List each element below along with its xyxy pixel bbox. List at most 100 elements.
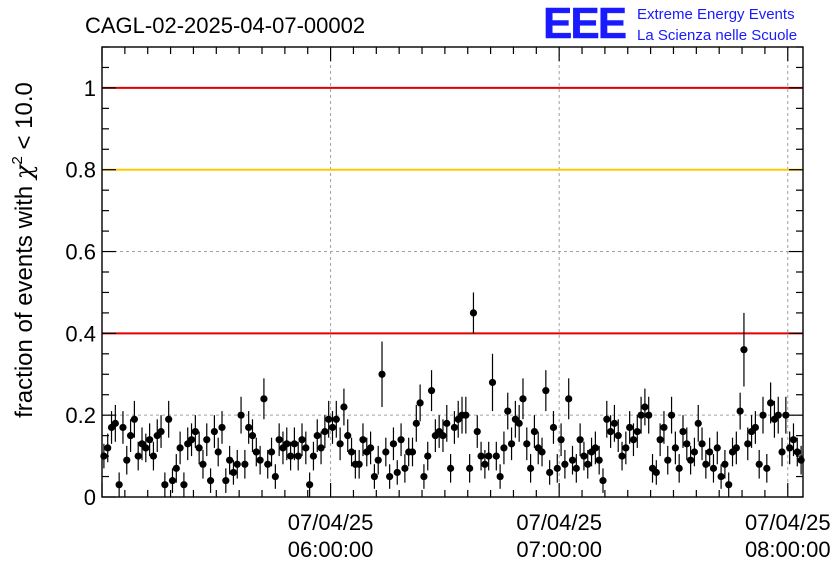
data-point — [599, 477, 607, 485]
data-point — [180, 481, 188, 489]
data-point — [366, 444, 375, 452]
data-point — [176, 444, 184, 452]
data-point — [614, 432, 622, 440]
data-point — [245, 423, 253, 432]
data-point — [283, 440, 291, 448]
data-point — [142, 444, 150, 452]
data-point — [199, 460, 207, 468]
eee-logo-letters: EEE — [543, 0, 626, 48]
data-point — [767, 399, 775, 407]
data-point — [763, 464, 771, 472]
data-point — [789, 436, 798, 444]
data-point — [397, 436, 405, 444]
data-point — [709, 464, 718, 472]
data-point — [386, 472, 394, 481]
data-point — [687, 456, 695, 464]
data-point — [549, 423, 558, 432]
data-point — [191, 427, 199, 436]
data-point — [504, 407, 512, 415]
data-point — [355, 460, 363, 468]
data-point — [683, 440, 691, 448]
data-point — [660, 423, 668, 432]
data-point — [134, 452, 142, 460]
data-point — [721, 460, 729, 468]
data-point — [622, 444, 630, 452]
data-point — [210, 427, 218, 436]
data-point — [111, 419, 119, 427]
data-point — [325, 415, 333, 423]
y-axis-label-suffix: < 10.0 — [11, 82, 38, 156]
data-point — [290, 440, 298, 448]
data-point — [530, 427, 539, 436]
data-point — [427, 387, 436, 395]
data-point — [492, 452, 500, 460]
data-point — [607, 427, 615, 436]
data-point — [603, 415, 611, 423]
data-point — [637, 411, 645, 419]
data-point — [206, 477, 215, 485]
data-point — [298, 436, 306, 444]
data-point — [584, 460, 592, 468]
data-point — [477, 452, 485, 460]
data-point — [340, 403, 348, 411]
data-point — [446, 464, 455, 472]
y-tick-label: 1 — [84, 76, 96, 101]
data-point — [618, 452, 626, 460]
data-point — [576, 436, 584, 444]
data-point — [328, 423, 337, 432]
data-point — [165, 415, 173, 423]
data-point — [226, 456, 234, 464]
x-tick-label-time: 06:00:00 — [288, 537, 374, 562]
data-point — [702, 460, 710, 468]
x-tick-label-date: 07/04/25 — [745, 510, 831, 535]
data-point — [656, 436, 664, 444]
data-point — [633, 427, 641, 436]
data-point — [690, 448, 699, 456]
data-point — [393, 468, 401, 477]
data-point — [195, 444, 203, 452]
data-point — [416, 399, 424, 407]
data-point — [717, 472, 725, 481]
data-point — [370, 472, 378, 481]
data-point — [275, 436, 283, 444]
x-tick-label-date: 07/04/25 — [516, 510, 602, 535]
data-point — [667, 411, 676, 419]
data-point — [168, 477, 177, 485]
data-point — [161, 481, 169, 489]
data-point — [572, 464, 580, 472]
data-point — [306, 481, 314, 489]
data-point — [473, 427, 481, 436]
data-point — [759, 411, 767, 419]
data-point — [374, 456, 382, 464]
data-point — [104, 444, 112, 452]
data-point — [146, 436, 154, 444]
data-point — [591, 444, 599, 452]
plot-frame — [101, 46, 804, 498]
data-point — [519, 395, 527, 403]
data-point — [515, 419, 523, 427]
data-point — [527, 464, 535, 472]
data-point — [302, 444, 310, 452]
data-point — [553, 464, 561, 472]
data-point — [713, 444, 721, 452]
data-point — [203, 436, 211, 444]
y-tick-label: 0.8 — [65, 158, 96, 183]
data-point — [123, 456, 131, 464]
data-point — [130, 415, 138, 423]
data-point — [382, 448, 390, 456]
data-point — [641, 403, 649, 411]
data-point — [557, 436, 565, 444]
data-point — [332, 415, 340, 423]
data-point — [408, 448, 417, 456]
data-point — [466, 464, 474, 472]
data-points — [100, 292, 805, 497]
data-point — [755, 460, 763, 468]
data-point — [271, 472, 279, 481]
data-point — [256, 456, 264, 464]
eee-logo: EEE Extreme Energy Events La Scienza nel… — [543, 0, 797, 48]
data-point — [488, 378, 497, 387]
data-point — [523, 440, 531, 448]
y-axis-label-prefix: fraction of events with — [11, 179, 38, 418]
data-point — [424, 452, 432, 460]
